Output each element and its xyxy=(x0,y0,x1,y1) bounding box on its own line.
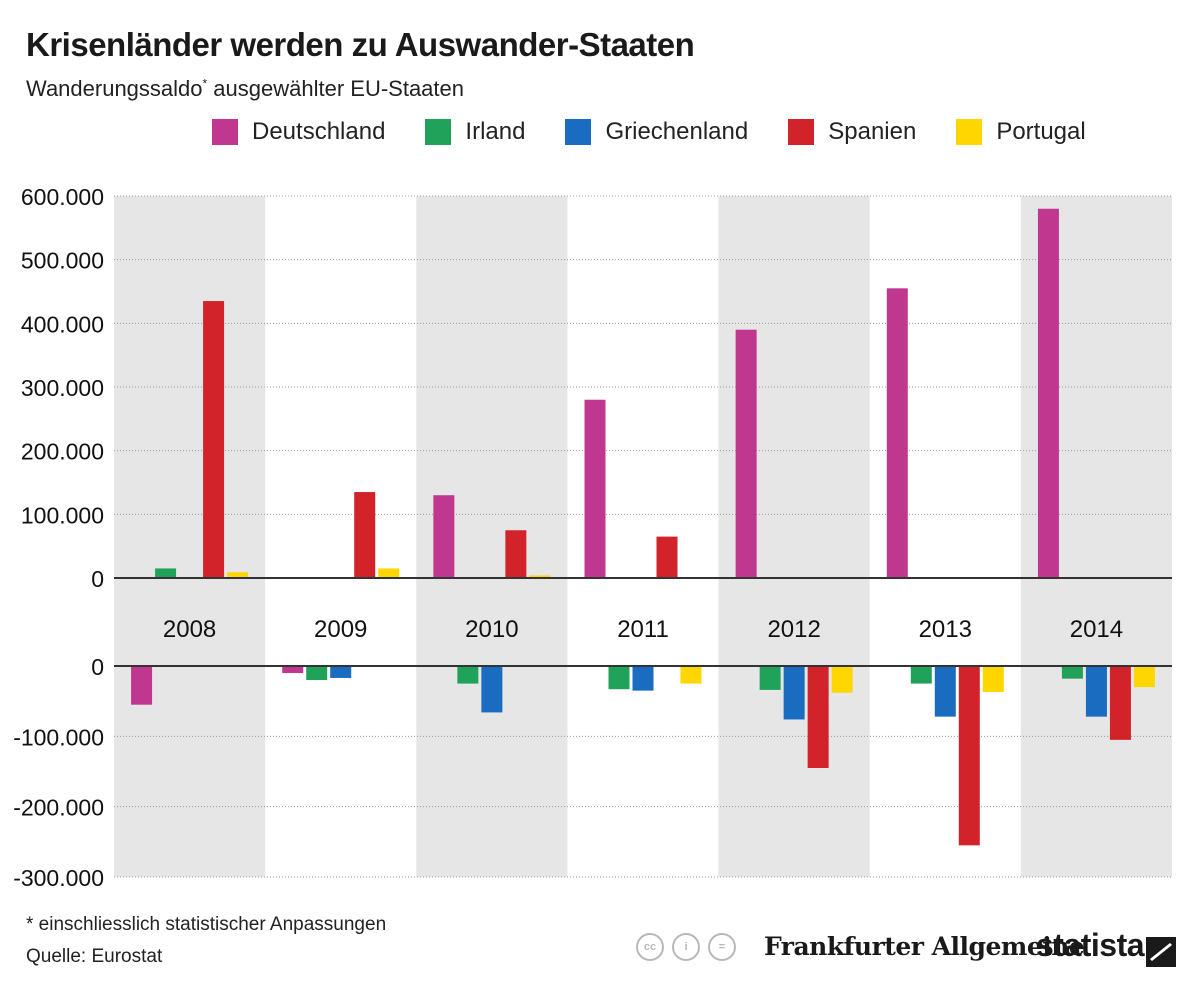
year-bands xyxy=(114,196,1172,877)
x-tick-label: 2014 xyxy=(1070,616,1123,643)
bar-portugal-2013 xyxy=(982,666,1004,693)
bar-irland-2009 xyxy=(306,666,328,681)
bar-griechenland-2009 xyxy=(330,666,352,678)
legend-label: Irland xyxy=(465,118,526,145)
bar-portugal-2011 xyxy=(680,666,702,684)
x-tick-label: 2011 xyxy=(617,616,669,643)
y-tick-label: 500.000 xyxy=(21,248,104,274)
bar-deutschland-2008 xyxy=(131,666,153,705)
bar-spanien-2011 xyxy=(656,536,678,578)
bar-deutschland-2013 xyxy=(886,288,908,578)
legend-swatch xyxy=(565,119,592,145)
legend-label: Griechenland xyxy=(605,118,749,145)
bar-spanien-2009 xyxy=(354,492,376,578)
legend-label: Spanien xyxy=(828,118,917,145)
bar-portugal-2008 xyxy=(227,572,249,578)
legend-item-deutschland: Deutschland xyxy=(212,118,385,146)
year-band xyxy=(114,196,266,877)
bar-deutschland-2012 xyxy=(735,329,757,578)
y-tick-label: 600.000 xyxy=(21,184,104,210)
legend-item-griechenland: Griechenland xyxy=(565,118,748,146)
cc-icon: cc xyxy=(636,933,664,961)
bar-irland-2011 xyxy=(608,666,630,690)
x-tick-label: 2009 xyxy=(314,616,367,643)
y-tick-label: -100.000 xyxy=(13,724,104,750)
bars xyxy=(131,208,1155,846)
y-tick-label: 100.000 xyxy=(21,502,104,528)
bar-irland-2012 xyxy=(759,666,781,690)
subtitle-text: Wanderungssaldo xyxy=(26,76,203,101)
bar-irland-2010 xyxy=(457,666,479,684)
bar-griechenland-2010 xyxy=(481,666,503,713)
chart-title: Krisenländer werden zu Auswander-Staaten xyxy=(26,26,695,63)
bar-spanien-2010 xyxy=(505,530,527,578)
tick-labels: 600.000 500.000 400.000 300.000 200.000 100.0… xyxy=(13,184,1123,891)
legend-swatch xyxy=(425,119,452,145)
x-tick-label: 2010 xyxy=(465,616,518,643)
legend-swatch xyxy=(956,119,983,145)
bar-irland-2013 xyxy=(910,666,932,684)
bar-spanien-2013 xyxy=(958,666,980,846)
nd-icon: = xyxy=(708,933,736,961)
statista-logo: statista xyxy=(1036,927,1145,963)
bar-griechenland-2012 xyxy=(783,666,805,720)
legend-swatch xyxy=(212,119,238,145)
x-tick-label: 2013 xyxy=(919,616,972,643)
legend-item-spanien: Spanien xyxy=(788,118,916,146)
y-tick-label: -300.000 xyxy=(13,865,104,891)
y-tick-label: 0 xyxy=(91,654,104,680)
subtitle-rest: ausgewählter EU-Staaten xyxy=(207,76,465,101)
gridlines xyxy=(114,195,1172,878)
bar-griechenland-2013 xyxy=(934,666,956,717)
legend-item-irland: Irland xyxy=(425,118,525,146)
bar-portugal-2012 xyxy=(831,666,853,693)
bar-irland-2014 xyxy=(1061,666,1083,679)
axes xyxy=(114,577,1172,667)
bar-deutschland-2010 xyxy=(433,495,455,578)
legend-swatch xyxy=(788,119,815,145)
bar-irland-2008 xyxy=(155,568,177,578)
subtitle-marker: * xyxy=(202,76,208,91)
y-tick-label: 400.000 xyxy=(21,311,104,337)
bar-portugal-2014 xyxy=(1133,666,1155,688)
bar-deutschland-2009 xyxy=(282,666,304,674)
x-tick-label: 2008 xyxy=(163,616,216,643)
bar-griechenland-2014 xyxy=(1085,666,1107,717)
by-icon: i xyxy=(672,933,700,961)
chart-subtitle: Wanderungssaldo* ausgewählter EU-Staaten xyxy=(26,76,464,102)
bar-spanien-2008 xyxy=(203,301,225,578)
source-note: Quelle: Eurostat xyxy=(26,946,163,967)
y-tick-label: 0 xyxy=(91,566,104,592)
bar-spanien-2012 xyxy=(807,666,829,768)
legend-item-portugal: Portugal xyxy=(956,118,1086,146)
footnote: * einschliesslich statistischer Anpassun… xyxy=(26,914,387,935)
bar-portugal-2010 xyxy=(529,575,551,578)
statista-mark-icon xyxy=(1146,937,1176,967)
license-icons: cc i = xyxy=(636,933,736,961)
y-tick-label: 200.000 xyxy=(21,439,104,465)
legend: Deutschland Irland Griechenland Spanien … xyxy=(212,118,1126,146)
legend-label: Deutschland xyxy=(252,118,386,145)
y-tick-label: 300.000 xyxy=(21,375,104,401)
bar-spanien-2014 xyxy=(1109,666,1131,740)
legend-label: Portugal xyxy=(996,118,1086,145)
bar-deutschland-2011 xyxy=(584,399,606,578)
bar-griechenland-2011 xyxy=(632,666,654,691)
bar-portugal-2009 xyxy=(378,568,400,578)
x-tick-label: 2012 xyxy=(767,616,820,643)
bar-deutschland-2014 xyxy=(1037,208,1059,578)
y-tick-label: -200.000 xyxy=(13,795,104,821)
publisher-logo: Frankfurter Allgemeine xyxy=(764,932,1085,961)
